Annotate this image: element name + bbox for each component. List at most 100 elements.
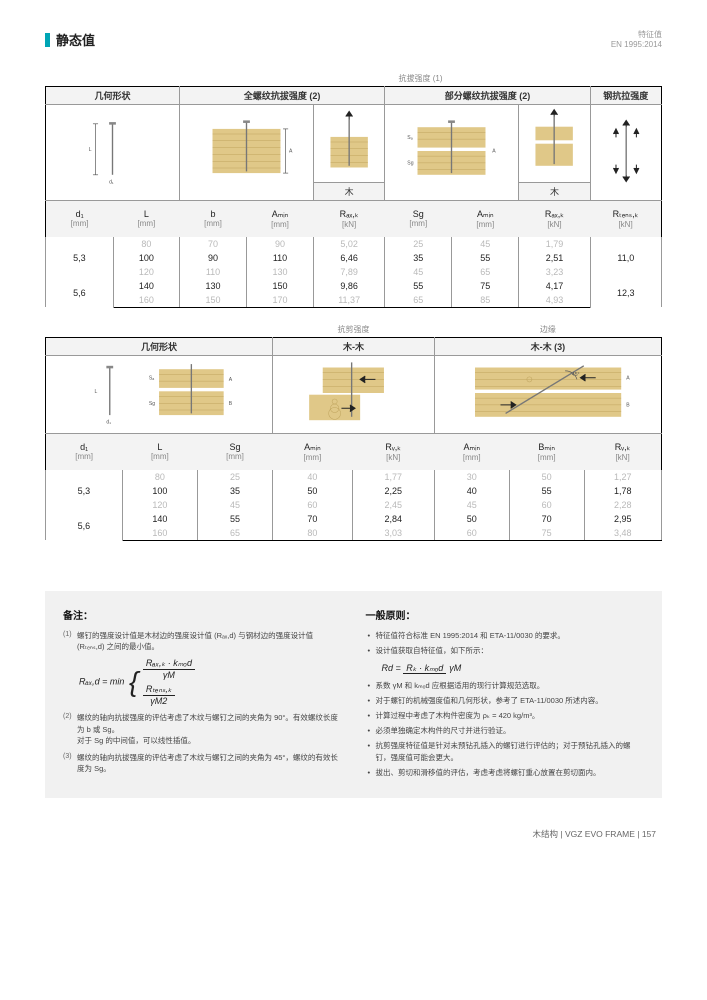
table-row: 10035502,2540551,78 xyxy=(46,484,662,498)
c: Rᵥ,ₖ xyxy=(587,436,658,453)
u: [kN] xyxy=(587,453,658,468)
dia-full: A xyxy=(180,104,314,200)
dia-geom2: Ld₁ SₐSgAB xyxy=(46,355,273,433)
svg-text:A: A xyxy=(229,377,233,383)
list-item: 计算过程中考虑了木构件密度为 ρₖ = 420 kg/m³。 xyxy=(366,710,645,722)
table-row: 12045602,4545602,28 xyxy=(46,498,662,512)
svg-text:B: B xyxy=(626,403,630,409)
c: L xyxy=(116,203,176,219)
u: [kN] xyxy=(355,453,431,468)
note-2: (2)螺纹的轴向抗拔强度的评估考虑了木纹与螺钉之间的夹角为 90°。有效螺纹长度… xyxy=(63,712,342,746)
svg-text:L: L xyxy=(89,147,92,153)
lbl-wood-2: 木 xyxy=(519,182,590,200)
f: γM xyxy=(143,670,195,680)
u: [mm] xyxy=(116,219,176,234)
f1l: Rₐₓ,d = min xyxy=(79,677,124,687)
svg-text:Sg: Sg xyxy=(149,401,155,407)
t2-g0: 几何形状 xyxy=(46,337,273,355)
list-item: 特征值符合标准 EN 1995:2014 和 ETA-11/0030 的要求。 xyxy=(366,630,645,642)
u: [mm] xyxy=(200,452,269,467)
tbl1-grp3: 钢抗拉强度 xyxy=(590,86,661,104)
formula-1: Rₐₓ,d = min { Rₐₓ,ₖ · kₘₒdγM Rₜₑₙₛ,ₖγM2 xyxy=(79,658,342,706)
notes-right-h: 一般原则： xyxy=(366,607,645,622)
u: [mm] xyxy=(437,453,506,468)
svg-text:d₁: d₁ xyxy=(109,180,114,186)
svg-text:L: L xyxy=(94,389,97,395)
svg-text:Sₐ: Sₐ xyxy=(149,376,154,382)
svg-text:A: A xyxy=(289,149,293,155)
page-title: 静态值 xyxy=(56,30,95,49)
list-item: 对于螺钉的机械强度值和几何形状，参考了 ETA-11/0030 所述内容。 xyxy=(366,695,645,707)
table-row: 16015017011,3765854,93 xyxy=(46,293,662,308)
page-header: 静态值 特征值 EN 1995:2014 xyxy=(45,30,662,51)
c: Rₜₑₙₛ,ₖ xyxy=(593,203,658,220)
table-row: 1201101307,8945653,23 xyxy=(46,265,662,279)
f: Rₐₓ,ₖ · kₘₒd xyxy=(143,658,195,670)
c: Aₘᵢₙ xyxy=(276,436,350,453)
dia-partial-up xyxy=(519,104,590,182)
u: [mm] xyxy=(512,453,581,468)
dia-ww1 xyxy=(273,355,435,433)
dia-ww2: 45°AB xyxy=(434,355,661,433)
u: [kN] xyxy=(593,220,658,235)
tbl1-super: 抗拔强度 (1) xyxy=(180,71,662,87)
u: [mm] xyxy=(388,219,449,234)
t2-s1: 边缘 xyxy=(434,322,661,338)
table-row: 16065803,0360753,48 xyxy=(46,526,662,541)
svg-text:Sₐ: Sₐ xyxy=(408,135,413,141)
formula-2: Rd = Rₖ · kₘₒdγM xyxy=(382,663,645,674)
c: Aₘᵢₙ xyxy=(455,203,516,220)
u: [kN] xyxy=(522,220,587,235)
u: [mm] xyxy=(49,219,110,234)
list-item: 设计值获取自特征值，如下所示： xyxy=(366,645,645,657)
tbl1-grp2: 部分螺纹抗拔强度 (2) xyxy=(385,86,590,104)
c: Aₘᵢₙ xyxy=(250,203,311,220)
table-row: 100901106,4635552,51 xyxy=(46,251,662,265)
note-3: (3)螺纹的轴向抗拔强度的评估考虑了木纹与螺钉之间的夹角为 45°，螺纹的有效长… xyxy=(63,752,342,775)
c: Rᵥ,ₖ xyxy=(355,436,431,453)
list-item: 拔出、剪切和滑移值的评估，考虑考虑将螺钉重心放置在剪切面内。 xyxy=(366,767,645,779)
c: d₁ xyxy=(49,436,119,452)
u: [mm] xyxy=(455,220,516,235)
u: [mm] xyxy=(49,452,119,467)
dia-steel xyxy=(590,104,661,200)
tbl1-grp0: 几何形状 xyxy=(46,86,180,104)
c: Bₘᵢₙ xyxy=(512,436,581,453)
svg-text:d₁: d₁ xyxy=(106,420,111,426)
withdrawal-table: 抗拔强度 (1) 几何形状 全螺纹抗拔强度 (2) 部分螺纹抗拔强度 (2) 钢… xyxy=(45,71,662,308)
svg-text:A: A xyxy=(626,376,630,382)
c: Sg xyxy=(388,203,449,219)
f: Rₖ · kₘₒd xyxy=(403,663,446,674)
f2l: Rd = xyxy=(382,663,401,673)
table-row: 5,38070905,0225451,7911,0 xyxy=(46,237,662,251)
svg-text:Sg: Sg xyxy=(408,161,414,167)
svg-text:A: A xyxy=(493,149,497,155)
ftr-p: 157 xyxy=(642,829,656,839)
ftr-m: VGZ EVO FRAME xyxy=(565,829,635,839)
notes-panel: 备注： (1)螺钉的强度设计值是木材边的强度设计值 (Rₐₓ,d) 与钢材边的强… xyxy=(45,591,662,798)
accent-bar xyxy=(45,33,50,47)
c: Rₐₓ,ₖ xyxy=(317,203,382,220)
c: Rₐₓ,ₖ xyxy=(522,203,587,220)
ftr-l: 木结构 xyxy=(533,829,559,839)
hdr-right-2: EN 1995:2014 xyxy=(611,40,662,50)
n3t: 螺纹的轴向抗拔强度的评估考虑了木纹与螺钉之间的夹角为 45°，螺纹的有效长度为 … xyxy=(77,753,338,773)
list-item: 必须单独确定木构件的尺寸并进行验证。 xyxy=(366,725,645,737)
dia-partial: Sₐ Sg A xyxy=(385,104,519,200)
c: Sg xyxy=(200,436,269,452)
f: γM xyxy=(446,663,464,673)
n2t: 螺纹的轴向抗拔强度的评估考虑了木纹与螺钉之间的夹角为 90°。有效螺纹长度为 b… xyxy=(77,713,338,745)
footer: 木结构 | VGZ EVO FRAME | 157 xyxy=(45,828,662,840)
hdr-right-1: 特征值 xyxy=(611,30,662,40)
list-item: 系数 γM 和 kₘₒd 应根据适用的现行计算规范选取。 xyxy=(366,680,645,692)
dia-geom: Ld₁ xyxy=(46,104,180,200)
table-row: 5,614055702,8450702,95 xyxy=(46,512,662,526)
table-row: 5,38025401,7730501,27 xyxy=(46,470,662,484)
n1t: 螺钉的强度设计值是木材边的强度设计值 (Rₐₓ,d) 与钢材边的强度设计值 (R… xyxy=(77,631,313,651)
u: [mm] xyxy=(183,219,244,234)
lbl-wood-1: 木 xyxy=(314,182,385,200)
f: Rₜₑₙₛ,ₖ xyxy=(143,684,175,696)
u: [mm] xyxy=(125,452,194,467)
note-1: (1)螺钉的强度设计值是木材边的强度设计值 (Rₐₓ,d) 与钢材边的强度设计值… xyxy=(63,630,342,653)
tbl1-grp1: 全螺纹抗拔强度 (2) xyxy=(180,86,385,104)
